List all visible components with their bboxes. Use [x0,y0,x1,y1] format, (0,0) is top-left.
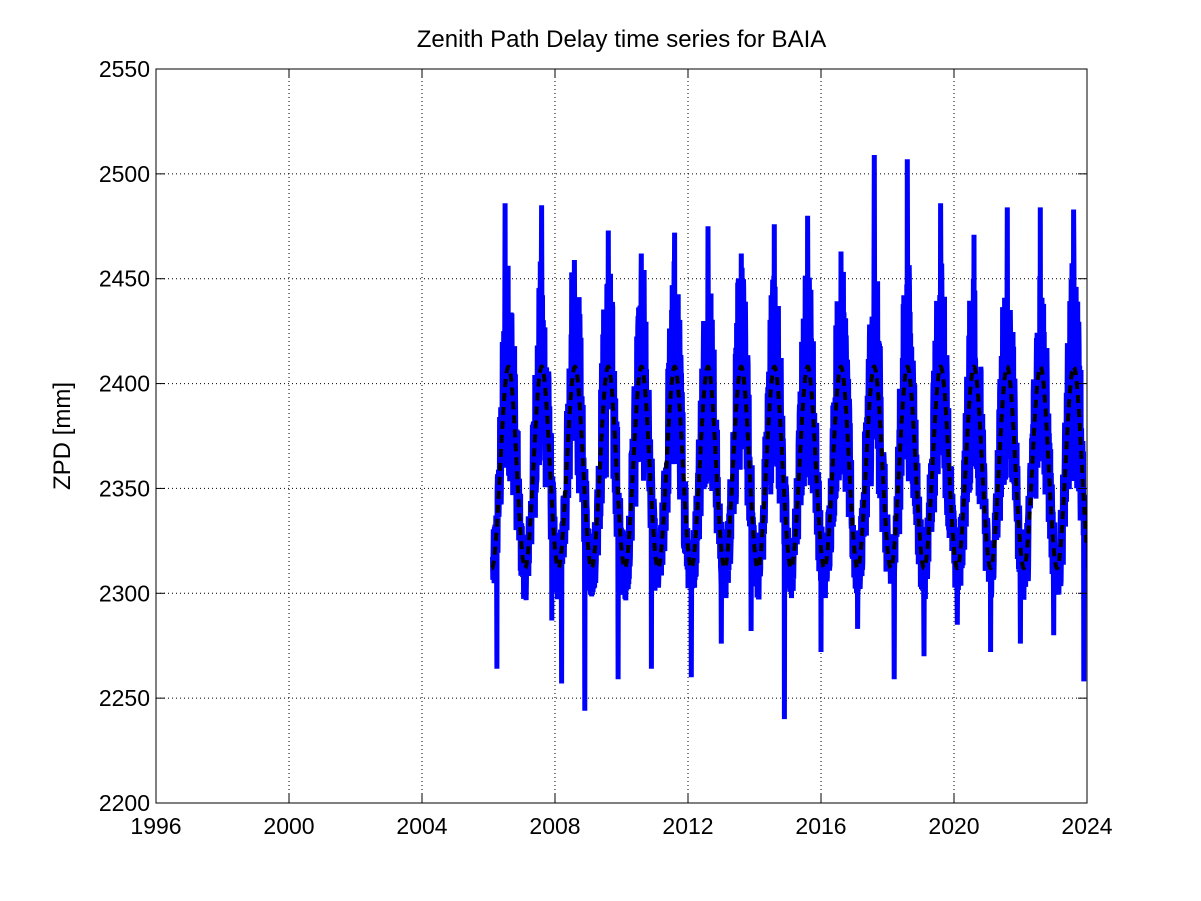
y-tick-label: 2550 [99,56,150,82]
x-tick-label: 1996 [130,813,181,839]
plot-area [490,154,1087,720]
y-tick-label: 2250 [99,685,150,711]
y-tick-label: 2450 [99,266,150,292]
x-tick-label: 2000 [263,813,314,839]
y-axis-label: ZPD [mm] [49,382,76,490]
chart-title: Zenith Path Delay time series for BAIA [417,26,827,53]
y-tick-label: 2400 [99,371,150,397]
x-tick-label: 2012 [662,813,713,839]
y-tick-label: 2300 [99,580,150,606]
x-tick-label: 2016 [795,813,846,839]
seasonal-fit-series [490,364,1087,571]
x-tick-label: 2008 [529,813,580,839]
axes-box [155,68,1088,804]
y-tick-label: 2500 [99,161,150,187]
zpd-observation-series [490,154,1087,720]
x-tick-label: 2024 [1061,813,1112,839]
x-tick-label: 2020 [928,813,979,839]
y-tick-label: 2350 [99,475,150,501]
axis-ticks: 1996 2000 2004 2008 2012 2016 2020 2024 2200 2250… [99,56,1113,839]
y-tick-label: 2200 [99,790,150,816]
x-tick-label: 2004 [396,813,447,839]
